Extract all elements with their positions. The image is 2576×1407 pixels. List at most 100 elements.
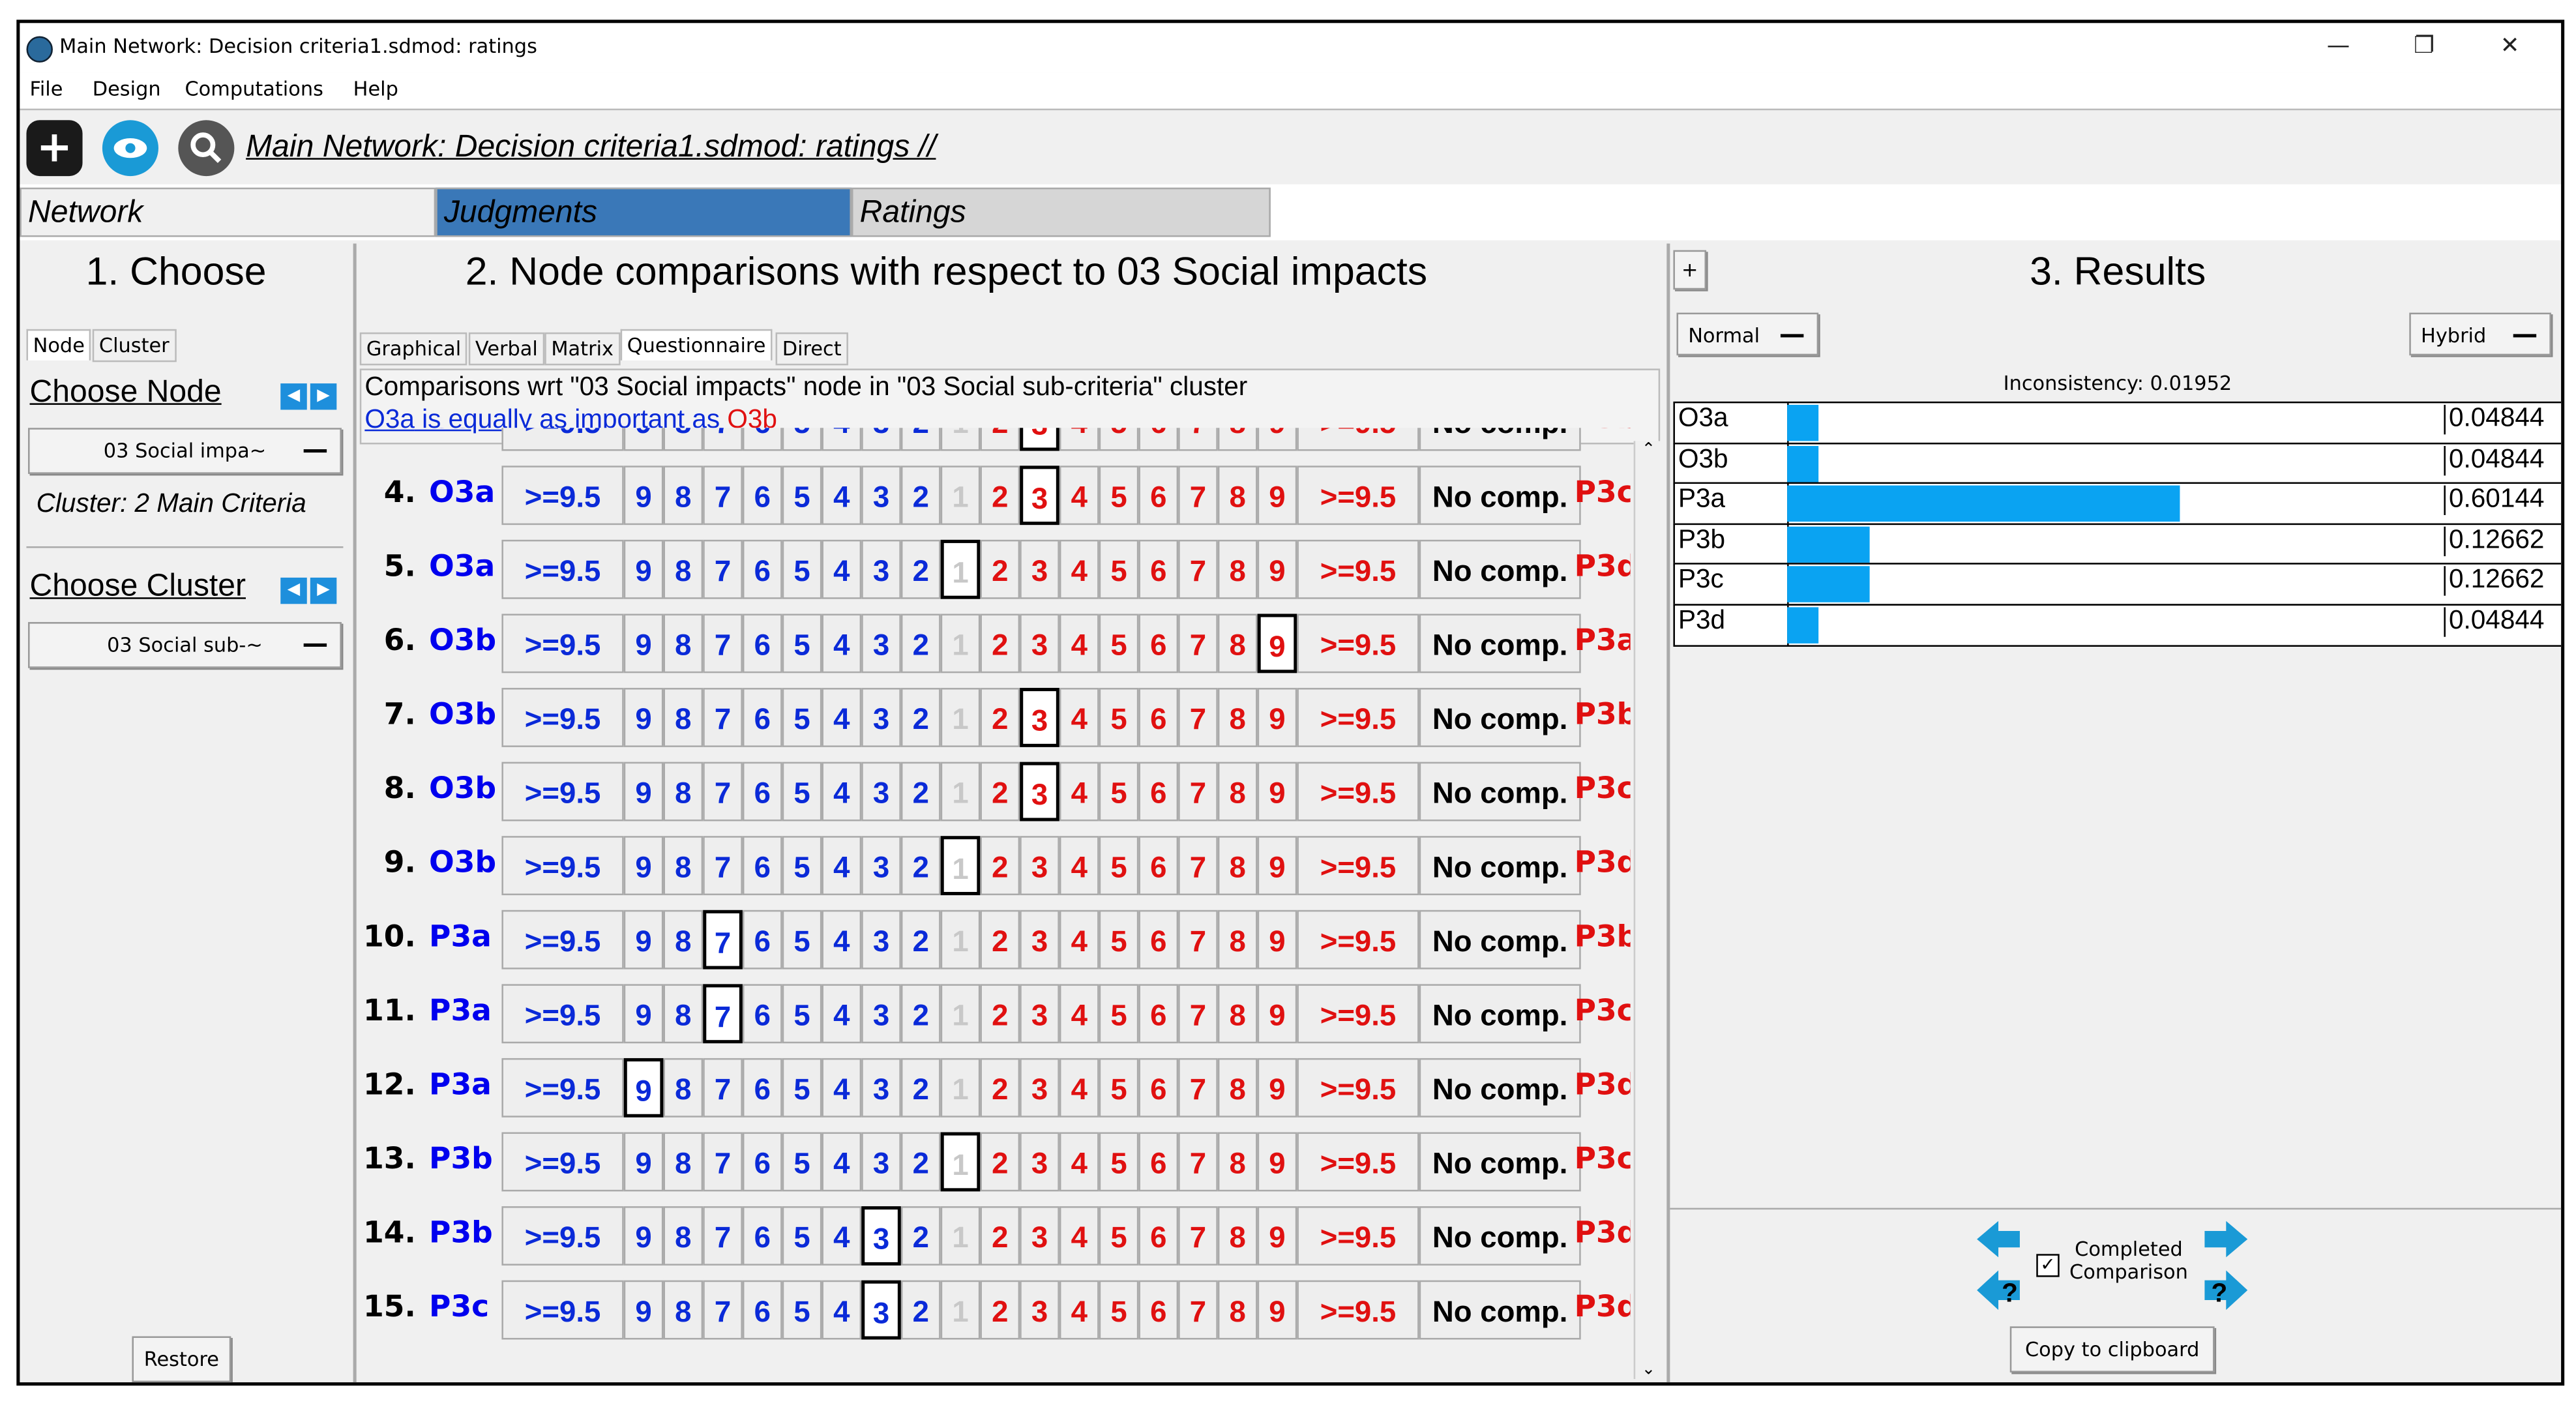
scale-left-cell[interactable]: 9	[623, 539, 664, 599]
scale-right-cell[interactable]: 8	[1217, 836, 1258, 896]
scale-left-cell[interactable]: 7	[703, 614, 743, 674]
scale-right-cell[interactable]: 8	[1217, 1132, 1258, 1192]
scale-left-cell[interactable]: 5	[782, 984, 822, 1044]
scale-right-cell[interactable]: >=9.5	[1297, 688, 1419, 747]
plus-icon[interactable]: +	[26, 120, 83, 177]
scale-left-cell[interactable]: 9	[623, 1280, 664, 1340]
scale-right-cell[interactable]: 6	[1138, 614, 1179, 674]
scale-right-cell[interactable]: 6	[1138, 1280, 1179, 1340]
scale-right-cell[interactable]: >=9.5	[1297, 614, 1419, 674]
scroll-down-icon[interactable]: ⌄	[1641, 1361, 1656, 1380]
scale-left-cell[interactable]: 9	[623, 762, 664, 822]
scale-left-cell[interactable]: 6	[742, 1058, 782, 1118]
cluster-nav-arrows[interactable]: ◀ ▶	[280, 577, 337, 604]
scale-left-cell[interactable]: 5	[782, 1280, 822, 1340]
scale-left-cell[interactable]: 8	[663, 466, 703, 526]
scale-right-cell[interactable]: 9	[1257, 688, 1297, 747]
right-arrow-icon[interactable]: ▶	[310, 383, 337, 410]
scale-left-cell[interactable]: 7	[703, 688, 743, 747]
scale-left-cell[interactable]: 3	[861, 428, 901, 451]
left-arrow-icon[interactable]: ◀	[280, 577, 307, 604]
no-comparison-button[interactable]: No comp.	[1419, 1280, 1581, 1340]
scale-right-cell[interactable]: 9	[1257, 614, 1297, 674]
scale-right-cell[interactable]: >=9.5	[1297, 910, 1419, 970]
scale-left-cell[interactable]: 3	[861, 1280, 901, 1340]
scale-right-cell[interactable]: 4	[1059, 1058, 1099, 1118]
scale-right-cell[interactable]: 2	[980, 1132, 1020, 1192]
scale-left-cell[interactable]: 8	[663, 984, 703, 1044]
scale-right-cell[interactable]: 6	[1138, 1206, 1179, 1266]
scale-right-cell[interactable]: 8	[1217, 1058, 1258, 1118]
scale-left-cell[interactable]: 6	[742, 539, 782, 599]
tab-cluster[interactable]: Cluster	[92, 329, 176, 363]
scale-right-cell[interactable]: 2	[980, 1280, 1020, 1340]
tab-network[interactable]: Network	[20, 187, 436, 237]
scale-left-cell[interactable]: 2	[900, 984, 941, 1044]
previous-help-icon[interactable]: ?	[1974, 1267, 2023, 1313]
scale-right-cell[interactable]: 9	[1257, 1132, 1297, 1192]
scale-left-cell[interactable]: 5	[782, 614, 822, 674]
scale-left-cell[interactable]: 2	[900, 1058, 941, 1118]
tab-judgments[interactable]: Judgments	[436, 187, 851, 237]
scale-left-cell[interactable]: >=9.5	[501, 428, 624, 451]
scale-left-cell[interactable]: 9	[623, 1206, 664, 1266]
scale-left-cell[interactable]: 5	[782, 539, 822, 599]
scale-left-cell[interactable]: 4	[822, 1206, 862, 1266]
scale-equal-cell[interactable]: 1	[940, 466, 981, 526]
eye-icon[interactable]	[102, 120, 158, 177]
scale-right-cell[interactable]: 8	[1217, 614, 1258, 674]
scale-left-cell[interactable]: 5	[782, 762, 822, 822]
scale-right-cell[interactable]: 8	[1217, 466, 1258, 526]
scale-right-cell[interactable]: 9	[1257, 428, 1297, 451]
tab-matrix[interactable]: Matrix	[544, 332, 621, 366]
restore-button[interactable]: ❐	[2414, 33, 2435, 59]
scale-equal-cell[interactable]: 1	[940, 1132, 981, 1192]
no-comparison-button[interactable]: No comp.	[1419, 1058, 1581, 1118]
scale-left-cell[interactable]: >=9.5	[501, 614, 624, 674]
expand-button[interactable]: +	[1673, 250, 1707, 290]
scale-left-cell[interactable]: 3	[861, 984, 901, 1044]
scale-left-cell[interactable]: 2	[900, 1280, 941, 1340]
scale-right-cell[interactable]: 5	[1099, 984, 1139, 1044]
scale-left-cell[interactable]: 8	[663, 428, 703, 451]
scale-left-cell[interactable]: 3	[861, 1132, 901, 1192]
scale-right-cell[interactable]: 2	[980, 539, 1020, 599]
next-help-icon[interactable]: ?	[2201, 1267, 2251, 1313]
scale-right-cell[interactable]: 6	[1138, 984, 1179, 1044]
scale-left-cell[interactable]: 2	[900, 762, 941, 822]
no-comparison-button[interactable]: No comp.	[1419, 539, 1581, 599]
scale-left-cell[interactable]: 8	[663, 1058, 703, 1118]
scale-left-cell[interactable]: 5	[782, 466, 822, 526]
no-comparison-button[interactable]: No comp.	[1419, 1206, 1581, 1266]
scale-equal-cell[interactable]: 1	[940, 910, 981, 970]
scale-left-cell[interactable]: 2	[900, 688, 941, 747]
scale-right-cell[interactable]: >=9.5	[1297, 1280, 1419, 1340]
no-comparison-button[interactable]: No comp.	[1419, 466, 1581, 526]
right-arrow-icon[interactable]: ▶	[310, 577, 337, 604]
scale-right-cell[interactable]: >=9.5	[1297, 1206, 1419, 1266]
scale-left-cell[interactable]: >=9.5	[501, 1058, 624, 1118]
no-comparison-button[interactable]: No comp.	[1419, 910, 1581, 970]
scroll-up-icon[interactable]: ⌃	[1641, 441, 1656, 460]
scale-left-cell[interactable]: 4	[822, 688, 862, 747]
scale-left-cell[interactable]: 9	[623, 466, 664, 526]
scale-left-cell[interactable]: 6	[742, 428, 782, 451]
scale-right-cell[interactable]: 4	[1059, 466, 1099, 526]
scale-left-cell[interactable]: 3	[861, 836, 901, 896]
scale-right-cell[interactable]: 4	[1059, 539, 1099, 599]
scale-right-cell[interactable]: 3	[1020, 688, 1059, 747]
scale-right-cell[interactable]: 4	[1059, 688, 1099, 747]
scale-right-cell[interactable]: 2	[980, 1206, 1020, 1266]
scale-left-cell[interactable]: 2	[900, 1132, 941, 1192]
scale-left-cell[interactable]: 6	[742, 836, 782, 896]
scale-right-cell[interactable]: 5	[1099, 428, 1139, 451]
scale-right-cell[interactable]: 7	[1178, 539, 1218, 599]
scale-right-cell[interactable]: >=9.5	[1297, 466, 1419, 526]
scale-left-cell[interactable]: 6	[742, 1280, 782, 1340]
scale-left-cell[interactable]: 3	[861, 466, 901, 526]
scale-right-cell[interactable]: 3	[1020, 984, 1059, 1044]
no-comparison-button[interactable]: No comp.	[1419, 688, 1581, 747]
completed-checkbox[interactable]: ✓	[2036, 1254, 2060, 1277]
scale-right-cell[interactable]: 8	[1217, 539, 1258, 599]
tab-direct[interactable]: Direct	[775, 332, 848, 366]
